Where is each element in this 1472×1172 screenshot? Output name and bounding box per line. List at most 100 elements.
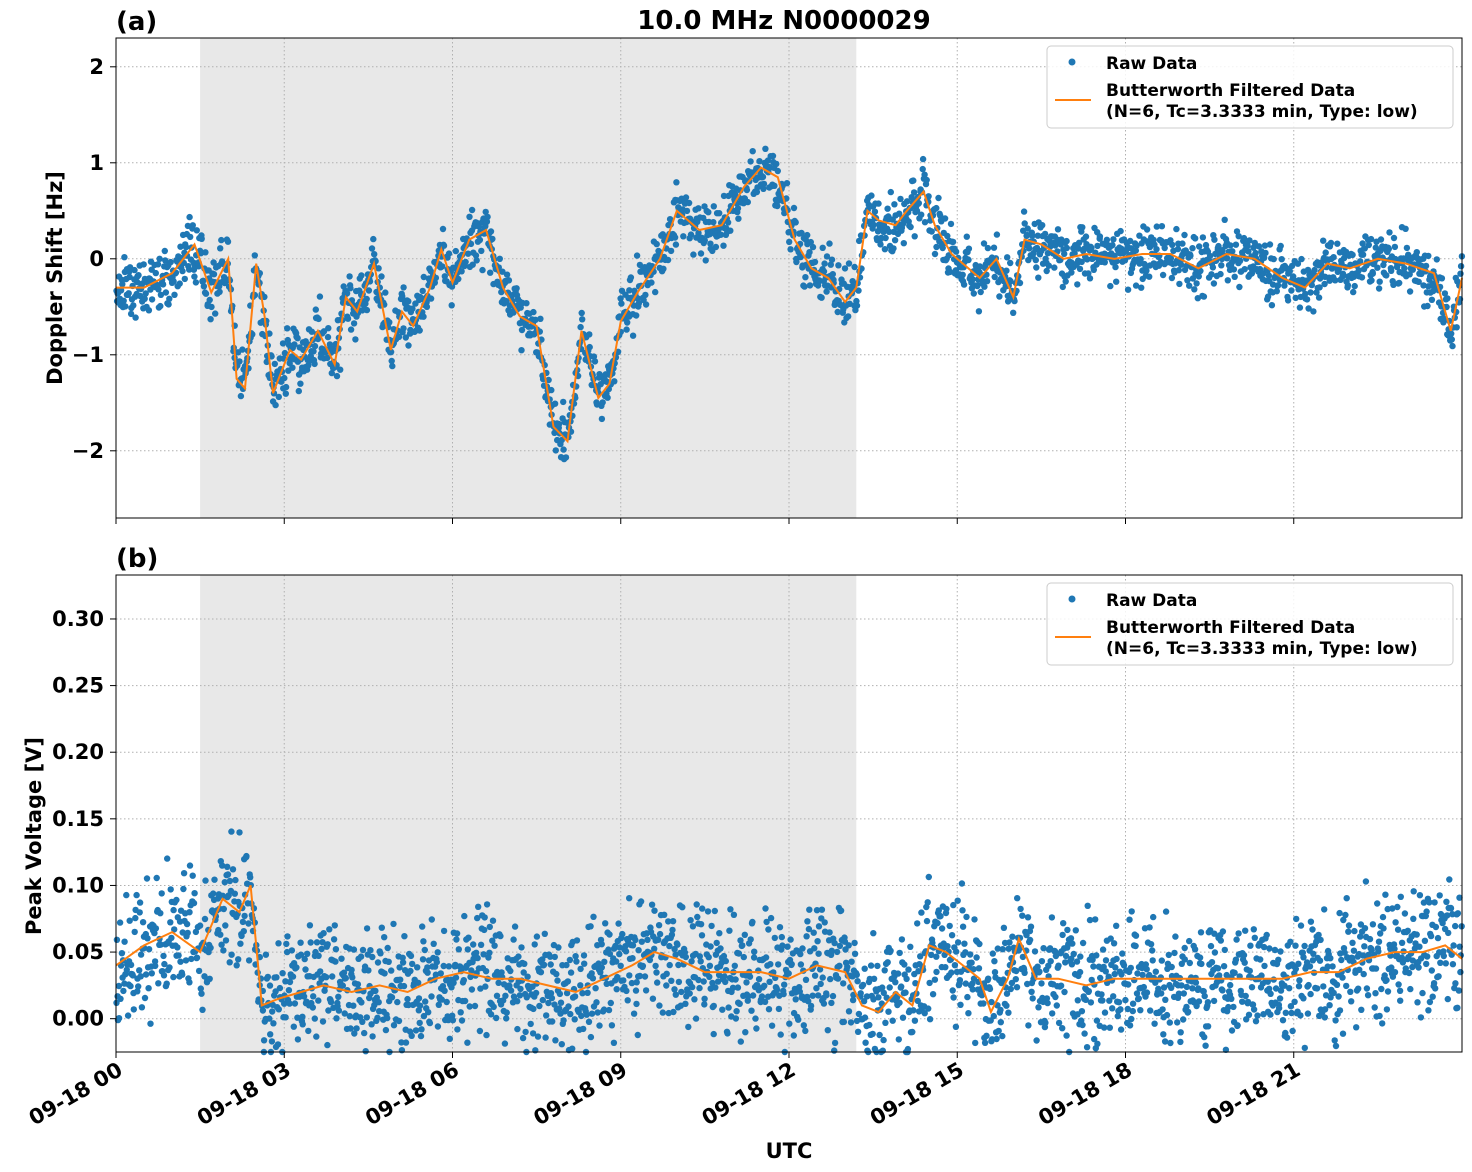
raw-point bbox=[672, 991, 679, 998]
raw-point bbox=[407, 967, 414, 975]
raw-point bbox=[1223, 255, 1231, 262]
y-tick-label: 0.05 bbox=[52, 940, 104, 964]
raw-point bbox=[1364, 992, 1372, 999]
raw-point bbox=[338, 955, 345, 962]
raw-point bbox=[1266, 945, 1273, 952]
raw-point bbox=[267, 1031, 274, 1038]
raw-point bbox=[1449, 961, 1457, 968]
raw-point bbox=[1026, 936, 1034, 944]
raw-point bbox=[384, 944, 391, 952]
raw-point bbox=[1221, 946, 1229, 954]
raw-point bbox=[170, 278, 177, 285]
raw-point bbox=[1158, 223, 1166, 230]
raw-point bbox=[1295, 983, 1303, 990]
raw-point bbox=[773, 986, 781, 994]
raw-point bbox=[875, 200, 882, 207]
raw-point bbox=[921, 1010, 928, 1017]
raw-point bbox=[130, 1006, 137, 1013]
raw-point bbox=[632, 936, 639, 944]
panel-b: 0.000.050.100.150.200.250.30 09-18 00 09-… bbox=[22, 544, 1465, 1130]
raw-point bbox=[959, 907, 966, 914]
raw-point bbox=[210, 259, 217, 266]
raw-point bbox=[672, 241, 680, 248]
raw-point bbox=[305, 1027, 312, 1035]
raw-point bbox=[1171, 949, 1178, 957]
raw-point bbox=[901, 961, 908, 968]
raw-point bbox=[918, 211, 925, 218]
raw-point bbox=[1349, 251, 1356, 259]
raw-point bbox=[962, 949, 969, 956]
raw-point bbox=[743, 186, 751, 194]
raw-point bbox=[1007, 985, 1014, 993]
raw-point bbox=[120, 987, 127, 995]
raw-point bbox=[980, 1000, 987, 1007]
raw-point bbox=[697, 250, 705, 257]
raw-point bbox=[1000, 924, 1008, 931]
raw-point bbox=[1332, 277, 1339, 284]
raw-point bbox=[841, 265, 849, 272]
raw-point bbox=[710, 219, 717, 226]
raw-point bbox=[468, 967, 475, 974]
raw-point bbox=[1261, 254, 1268, 261]
raw-point bbox=[895, 1036, 902, 1043]
raw-point bbox=[1027, 923, 1035, 930]
raw-point bbox=[1088, 244, 1095, 252]
raw-point bbox=[1357, 933, 1364, 940]
raw-point bbox=[182, 243, 190, 251]
raw-point bbox=[706, 962, 714, 969]
raw-point bbox=[707, 240, 714, 247]
raw-point bbox=[870, 975, 878, 982]
raw-point bbox=[189, 872, 196, 879]
raw-point bbox=[806, 282, 814, 289]
raw-point bbox=[1059, 283, 1067, 291]
raw-point bbox=[1415, 278, 1422, 285]
raw-point bbox=[579, 316, 586, 323]
raw-point bbox=[297, 951, 305, 958]
raw-point bbox=[1264, 978, 1272, 985]
raw-point bbox=[126, 917, 133, 924]
raw-point bbox=[1043, 995, 1051, 1002]
raw-point bbox=[831, 939, 838, 947]
raw-point bbox=[1114, 1012, 1122, 1020]
raw-point bbox=[359, 1018, 366, 1025]
raw-point bbox=[340, 969, 348, 976]
raw-point bbox=[1157, 974, 1165, 981]
raw-point bbox=[737, 937, 744, 944]
raw-point bbox=[275, 940, 282, 947]
raw-point bbox=[1053, 1002, 1061, 1009]
raw-point bbox=[1380, 925, 1387, 932]
raw-point bbox=[374, 959, 382, 966]
raw-point bbox=[801, 283, 808, 290]
raw-point bbox=[862, 1039, 869, 1046]
filtered-line-b bbox=[115, 885, 1463, 1015]
raw-point bbox=[1215, 242, 1222, 250]
raw-point bbox=[454, 1026, 461, 1033]
raw-point bbox=[880, 1036, 887, 1044]
raw-point bbox=[1149, 947, 1156, 954]
raw-point bbox=[510, 309, 517, 316]
raw-point bbox=[1062, 952, 1070, 960]
raw-point bbox=[969, 276, 976, 283]
raw-point bbox=[428, 993, 435, 1000]
raw-point bbox=[1043, 267, 1050, 275]
raw-point bbox=[617, 295, 624, 302]
raw-point bbox=[1369, 270, 1377, 277]
raw-point bbox=[306, 922, 314, 929]
raw-point bbox=[420, 938, 427, 945]
raw-point bbox=[1410, 915, 1417, 922]
raw-point bbox=[1457, 263, 1465, 270]
raw-point bbox=[1372, 990, 1379, 997]
raw-point bbox=[475, 223, 483, 230]
raw-point bbox=[1099, 997, 1106, 1004]
raw-point bbox=[579, 990, 586, 997]
raw-point bbox=[1296, 304, 1304, 311]
raw-point bbox=[754, 982, 761, 989]
raw-point bbox=[1434, 934, 1442, 942]
raw-point bbox=[537, 315, 544, 322]
raw-point bbox=[944, 232, 951, 240]
raw-point bbox=[666, 942, 673, 950]
raw-point bbox=[472, 252, 480, 259]
raw-point bbox=[918, 909, 925, 916]
raw-point bbox=[419, 956, 427, 963]
raw-point bbox=[1406, 288, 1414, 295]
